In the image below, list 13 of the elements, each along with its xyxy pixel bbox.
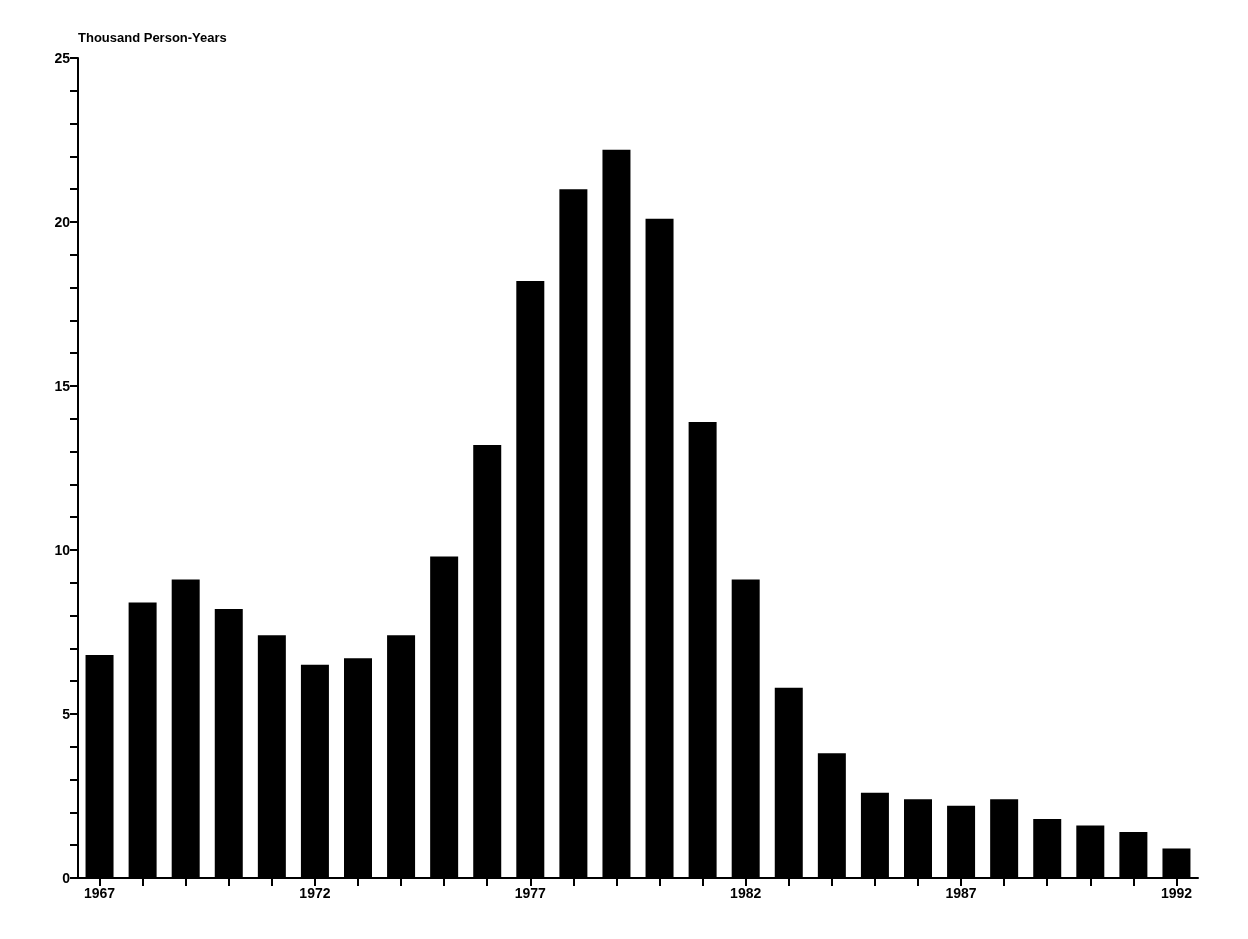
x-tick-label: 1992 xyxy=(1160,885,1193,901)
y-tick-label: 20 xyxy=(54,214,71,230)
y-axis-title: Thousand Person-Years xyxy=(78,30,227,45)
x-tick-label: 1977 xyxy=(514,885,547,901)
x-tick-label: 1987 xyxy=(945,885,977,901)
y-tick-label: 25 xyxy=(54,50,71,66)
y-tick-label: 5 xyxy=(62,706,71,722)
x-tick-label: 1967 xyxy=(83,885,116,901)
y-tick-label: 0 xyxy=(62,870,71,886)
y-tick-label: 15 xyxy=(54,378,71,394)
x-tick-label: 1972 xyxy=(299,885,331,901)
x-tick-label: 1982 xyxy=(730,885,762,901)
y-tick-label: 10 xyxy=(54,542,71,558)
